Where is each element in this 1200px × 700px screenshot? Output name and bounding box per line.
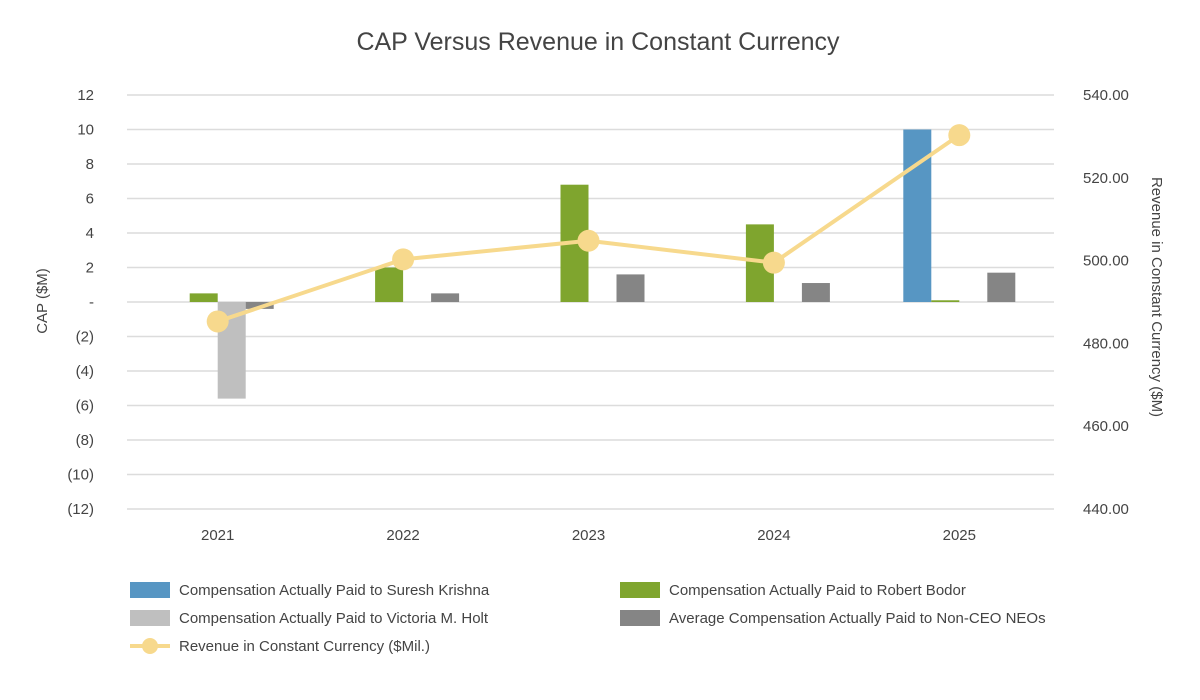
y-tick-label: - xyxy=(89,294,94,311)
y-tick-label: 6 xyxy=(86,191,94,208)
bar-3-4 xyxy=(987,272,1016,302)
bar-1-0 xyxy=(189,293,218,302)
revenue-point-3 xyxy=(762,251,785,274)
y-tick-label: (10) xyxy=(67,467,94,484)
legend-label-4: Revenue in Constant Currency ($Mil.) xyxy=(179,638,430,655)
y-tick-label: (2) xyxy=(76,329,94,346)
legend-label-2: Compensation Actually Paid to Victoria M… xyxy=(179,610,489,627)
legend-swatch-2 xyxy=(130,610,170,626)
y-tick-label: 12 xyxy=(77,87,94,104)
legend-label-3: Average Compensation Actually Paid to No… xyxy=(669,610,1046,627)
y-tick-label: (6) xyxy=(76,398,94,415)
bar-3-3 xyxy=(801,283,830,302)
y2-axis-label: Revenue in Constant Currency ($M) xyxy=(1148,177,1165,417)
revenue-point-0 xyxy=(206,310,229,333)
y-tick-label: (12) xyxy=(67,501,94,518)
y-tick-label: 2 xyxy=(86,260,94,277)
x-tick-label: 2023 xyxy=(572,527,605,544)
legend-swatch-3 xyxy=(620,610,660,626)
y2-tick-label: 500.00 xyxy=(1083,253,1129,270)
legend-label-1: Compensation Actually Paid to Robert Bod… xyxy=(669,582,966,599)
legend-swatch-1 xyxy=(620,582,660,598)
x-tick-label: 2025 xyxy=(943,527,976,544)
bar-1-1 xyxy=(375,267,404,302)
legend-label-0: Compensation Actually Paid to Suresh Kri… xyxy=(179,582,490,599)
bar-3-2 xyxy=(616,274,645,302)
bar-1-4 xyxy=(931,300,960,302)
x-tick-label: 2021 xyxy=(201,527,234,544)
bar-3-1 xyxy=(431,293,460,302)
legend-marker-4 xyxy=(142,638,158,654)
y-tick-label: (4) xyxy=(76,363,94,380)
y2-tick-label: 480.00 xyxy=(1083,335,1129,352)
legend-swatch-0 xyxy=(130,582,170,598)
y-axis-label: CAP ($M) xyxy=(34,268,51,334)
y2-tick-label: 540.00 xyxy=(1083,87,1129,104)
revenue-point-2 xyxy=(577,229,600,252)
revenue-point-4 xyxy=(948,124,971,147)
y2-tick-label: 520.00 xyxy=(1083,170,1129,187)
y-tick-label: (8) xyxy=(76,432,94,449)
y-tick-label: 10 xyxy=(77,122,94,139)
y2-tick-label: 440.00 xyxy=(1083,501,1129,518)
revenue-point-1 xyxy=(392,248,415,271)
chart-title: CAP Versus Revenue in Constant Currency xyxy=(356,28,840,56)
x-tick-label: 2022 xyxy=(386,527,419,544)
bar-layer xyxy=(189,129,1016,399)
x-tick-label: 2024 xyxy=(757,527,790,544)
y2-tick-label: 460.00 xyxy=(1083,418,1129,435)
line-layer xyxy=(206,124,971,333)
axis-layer: 12 10 8 6 4 2 - (2) (4) (6) (8) (10) (12) 540.00 520.0… xyxy=(67,87,1129,544)
y-tick-label: 4 xyxy=(86,225,94,242)
legend: Compensation Actually Paid to Suresh Kri… xyxy=(130,582,1046,655)
y-tick-label: 8 xyxy=(86,156,94,173)
